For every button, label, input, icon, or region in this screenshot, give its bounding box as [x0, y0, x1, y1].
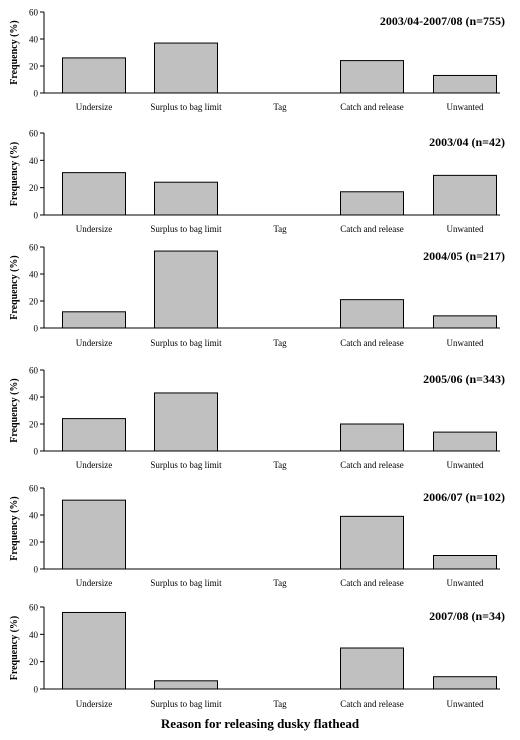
y-tick-label: 40	[29, 270, 39, 280]
chart-title: 2006/07 (n=102)	[423, 490, 505, 504]
x-tick-label: Surplus to bag limit	[150, 102, 222, 112]
y-tick-label: 40	[29, 35, 39, 45]
chart-title: 2003/04-2007/08 (n=755)	[380, 14, 505, 28]
chart-panel-4: 0 20 40 60 Frequency (%) Undersize Surplus to …	[9, 366, 505, 471]
x-tick-label: Surplus to bag limit	[150, 699, 222, 709]
x-tick-label: Undersize	[76, 578, 112, 588]
chart-title: 2004/05 (n=217)	[423, 249, 505, 263]
x-tick-label: Surplus to bag limit	[150, 578, 222, 588]
x-tick-label: Undersize	[76, 102, 112, 112]
x-tick-label: Unwanted	[447, 578, 484, 588]
y-tick-label: 60	[29, 484, 39, 494]
y-tick-label: 40	[29, 630, 39, 640]
y-tick-label: 40	[29, 511, 39, 521]
x-tick-label: Tag	[273, 338, 287, 348]
figure-x-axis-title: Reason for releasing dusky flathead	[160, 716, 360, 731]
y-tick-label: 0	[34, 565, 39, 575]
y-tick-label: 60	[29, 129, 39, 139]
y-tick-label: 40	[29, 156, 39, 166]
x-tick-label: Catch and release	[340, 460, 403, 470]
x-tick-label: Unwanted	[447, 699, 484, 709]
x-tick-label: Unwanted	[447, 338, 484, 348]
bar-catch-and-release	[340, 299, 404, 329]
bar-unwanted	[433, 315, 497, 329]
y-tick-label: 20	[29, 297, 39, 307]
bar-unwanted	[433, 676, 497, 690]
x-tick-label: Tag	[273, 102, 287, 112]
x-tick-label: Undersize	[76, 224, 112, 234]
bar-undersize	[62, 418, 126, 452]
chart-panel-6: 0 20 40 60 Frequency (%) Undersize Surplus to …	[9, 603, 505, 710]
chart-panel-5: 0 20 40 60 Frequency (%) Undersize Surplus to …	[9, 484, 505, 589]
y-axis-title: Frequency (%)	[9, 255, 20, 320]
y-tick-label: 0	[34, 447, 39, 457]
x-tick-label: Undersize	[76, 460, 112, 470]
y-tick-label: 20	[29, 657, 39, 667]
x-tick-label: Unwanted	[447, 460, 484, 470]
bar-surplus-to-bag-limit	[154, 181, 218, 216]
bar-unwanted	[433, 431, 497, 452]
bar-unwanted	[433, 174, 497, 216]
y-tick-label: 0	[34, 685, 39, 695]
chart-panel-2: 0 20 40 60 Frequency (%) Undersize Surplus to …	[9, 129, 505, 235]
bar-unwanted	[433, 555, 497, 570]
bar-undersize	[62, 172, 126, 216]
x-tick-label: Surplus to bag limit	[150, 224, 222, 234]
x-tick-label: Undersize	[76, 699, 112, 709]
y-tick-label: 20	[29, 420, 39, 430]
y-tick-label: 60	[29, 366, 39, 376]
y-tick-label: 20	[29, 538, 39, 548]
x-tick-label: Catch and release	[340, 102, 403, 112]
y-tick-label: 20	[29, 183, 39, 193]
bar-undersize	[62, 499, 126, 570]
bar-undersize	[62, 57, 126, 94]
x-tick-label: Tag	[273, 224, 287, 234]
y-tick-label: 20	[29, 62, 39, 72]
x-tick-label: Surplus to bag limit	[150, 460, 222, 470]
bar-undersize	[62, 611, 126, 690]
bar-catch-and-release	[340, 647, 404, 690]
bar-unwanted	[433, 74, 497, 94]
x-tick-label: Tag	[273, 460, 287, 470]
bar-surplus-to-bag-limit	[154, 680, 218, 690]
chart-title: 2007/08 (n=34)	[429, 609, 505, 623]
bar-surplus-to-bag-limit	[154, 392, 218, 452]
bar-surplus-to-bag-limit	[154, 42, 218, 94]
y-tick-label: 40	[29, 393, 39, 403]
x-tick-label: Undersize	[76, 338, 112, 348]
bar-undersize	[62, 311, 126, 329]
bar-catch-and-release	[340, 60, 404, 94]
x-tick-label: Unwanted	[447, 224, 484, 234]
bar-catch-and-release	[340, 515, 404, 570]
x-tick-label: Tag	[273, 578, 287, 588]
y-tick-label: 0	[34, 89, 39, 99]
y-axis-title: Frequency (%)	[9, 378, 20, 443]
x-tick-label: Unwanted	[447, 102, 484, 112]
x-tick-label: Catch and release	[340, 699, 403, 709]
chart-panel-1: 0 20 40 60 Frequency (%) Undersize Surplus to …	[9, 8, 505, 113]
y-tick-label: 0	[34, 324, 39, 334]
x-tick-label: Catch and release	[340, 224, 403, 234]
chart-panel-3: 0 20 40 60 Frequency (%) Undersize Surplus to …	[9, 243, 505, 349]
bar-surplus-to-bag-limit	[154, 250, 218, 329]
y-tick-label: 60	[29, 603, 39, 613]
y-tick-label: 0	[34, 211, 39, 221]
y-axis-title: Frequency (%)	[9, 616, 20, 681]
y-axis-title: Frequency (%)	[9, 20, 20, 85]
x-tick-label: Surplus to bag limit	[150, 338, 222, 348]
bar-catch-and-release	[340, 423, 404, 452]
x-tick-label: Tag	[273, 699, 287, 709]
y-tick-label: 60	[29, 243, 39, 253]
x-tick-label: Catch and release	[340, 578, 403, 588]
x-tick-label: Catch and release	[340, 338, 403, 348]
chart-title: 2003/04 (n=42)	[429, 135, 505, 149]
y-axis-title: Frequency (%)	[9, 496, 20, 561]
chart-title: 2005/06 (n=343)	[423, 372, 505, 386]
y-tick-label: 60	[29, 8, 39, 18]
bar-catch-and-release	[340, 191, 404, 216]
y-axis-title: Frequency (%)	[9, 142, 20, 207]
